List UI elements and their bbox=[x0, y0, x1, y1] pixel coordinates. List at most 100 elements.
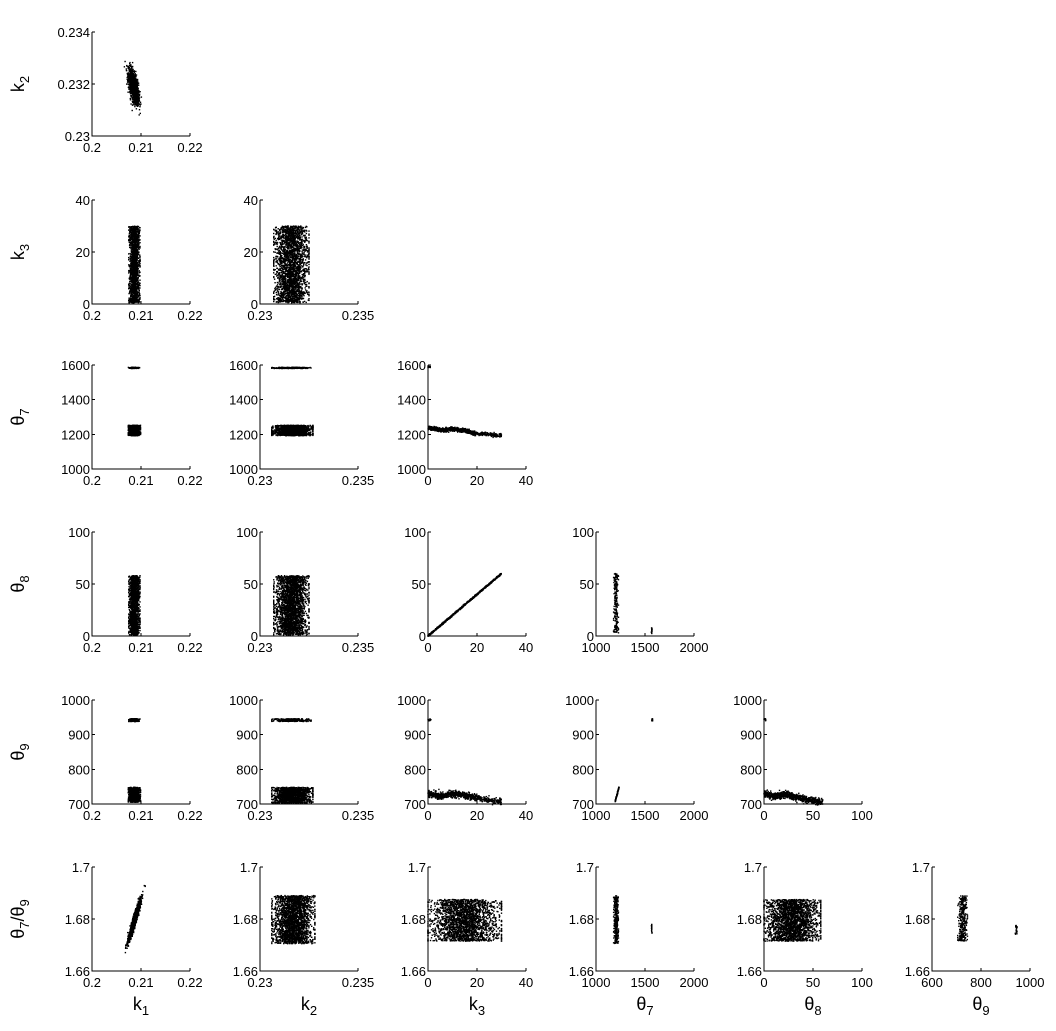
scatter-point bbox=[138, 292, 139, 293]
scatter-point bbox=[295, 231, 296, 232]
scatter-point bbox=[275, 274, 276, 275]
scatter-point bbox=[282, 253, 283, 254]
scatter-point bbox=[292, 301, 293, 302]
scatter-point bbox=[137, 282, 138, 283]
scatter-point bbox=[281, 265, 282, 266]
scatter-point bbox=[133, 280, 134, 281]
scatter-point bbox=[305, 275, 306, 276]
scatter-point bbox=[273, 251, 274, 252]
scatter-point bbox=[129, 242, 130, 243]
scatter-point bbox=[133, 96, 134, 97]
scatter-point bbox=[133, 228, 134, 229]
scatter-point bbox=[273, 299, 274, 300]
x-tick-label: 0.2 bbox=[83, 308, 101, 323]
scatter-point bbox=[290, 285, 291, 286]
scatter-point bbox=[307, 294, 308, 295]
scatter-point bbox=[128, 259, 129, 260]
scatter-point bbox=[129, 290, 130, 291]
scatter-point bbox=[308, 266, 309, 267]
scatter-point bbox=[286, 276, 287, 277]
scatter-point bbox=[293, 225, 294, 226]
scatter-point bbox=[128, 302, 129, 303]
scatter-point bbox=[306, 230, 307, 231]
scatter-point bbox=[130, 274, 131, 275]
scatter-point bbox=[132, 98, 133, 99]
scatter-point bbox=[273, 229, 274, 230]
scatter-point bbox=[131, 232, 132, 233]
scatter-point bbox=[139, 265, 140, 266]
scatter-point bbox=[139, 233, 140, 234]
scatter-point bbox=[284, 238, 285, 239]
scatter-point bbox=[129, 69, 130, 70]
x-tick-label: 0.2 bbox=[83, 140, 101, 155]
scatter-point bbox=[276, 231, 277, 232]
scatter-point bbox=[301, 294, 302, 295]
scatter-point bbox=[130, 103, 131, 104]
scatter-point bbox=[132, 255, 133, 256]
scatter-point bbox=[283, 237, 284, 238]
scatter-point bbox=[130, 93, 131, 94]
scatter-point bbox=[130, 256, 131, 257]
scatter-point bbox=[128, 68, 129, 69]
scatter-point bbox=[273, 266, 274, 267]
scatter-point bbox=[139, 294, 140, 295]
scatter-point bbox=[134, 233, 135, 234]
scatter-point bbox=[134, 262, 135, 263]
scatter-point bbox=[138, 91, 139, 92]
scatter-point bbox=[287, 266, 288, 267]
scatter-point bbox=[277, 262, 278, 263]
scatter-point bbox=[304, 271, 305, 272]
scatter-point bbox=[299, 266, 300, 267]
y-axis-label: k3​ bbox=[8, 244, 32, 260]
scatter-point bbox=[308, 264, 309, 265]
scatter-point bbox=[297, 238, 298, 239]
scatter-point bbox=[277, 289, 278, 290]
scatter-point bbox=[137, 83, 138, 84]
scatter-point bbox=[132, 260, 133, 261]
scatter-point bbox=[138, 288, 139, 289]
scatter-point bbox=[133, 287, 134, 288]
scatter-point bbox=[132, 282, 133, 283]
scatter-point bbox=[139, 299, 140, 300]
scatter-point bbox=[128, 226, 129, 227]
scatter-point bbox=[281, 296, 282, 297]
scatter-point bbox=[283, 284, 284, 285]
scatter-point bbox=[138, 270, 139, 271]
scatter-point bbox=[289, 287, 290, 288]
scatter-point bbox=[137, 227, 138, 228]
scatter-point bbox=[137, 291, 138, 292]
scatter-point bbox=[308, 282, 309, 283]
scatter-point bbox=[134, 70, 135, 71]
scatter-point bbox=[280, 266, 281, 267]
scatter-point bbox=[135, 247, 136, 248]
scatter-point bbox=[301, 278, 302, 279]
scatter-point bbox=[278, 269, 279, 270]
axis-lines bbox=[92, 200, 190, 304]
scatter-point bbox=[306, 226, 307, 227]
scatter-point bbox=[132, 66, 133, 67]
scatter-point bbox=[276, 285, 277, 286]
scatter-point bbox=[133, 85, 134, 86]
scatter-point bbox=[130, 242, 131, 243]
scatter-point bbox=[275, 248, 276, 249]
scatter-point bbox=[129, 62, 130, 63]
scatter-point bbox=[297, 266, 298, 267]
scatter-point bbox=[127, 80, 128, 81]
scatter-point bbox=[308, 230, 309, 231]
scatter-point bbox=[134, 226, 135, 227]
scatter-point bbox=[134, 104, 135, 105]
scatter-point bbox=[130, 281, 131, 282]
scatter-point bbox=[129, 270, 130, 271]
scatter-point bbox=[135, 94, 136, 95]
scatter-point bbox=[129, 235, 130, 236]
scatter-point bbox=[308, 242, 309, 243]
scatter-point bbox=[139, 235, 140, 236]
scatter-point bbox=[304, 240, 305, 241]
scatter-point bbox=[128, 298, 129, 299]
scatter-point bbox=[128, 229, 129, 230]
scatter-point bbox=[136, 286, 137, 287]
scatter-point bbox=[132, 298, 133, 299]
scatter-point bbox=[305, 259, 306, 260]
